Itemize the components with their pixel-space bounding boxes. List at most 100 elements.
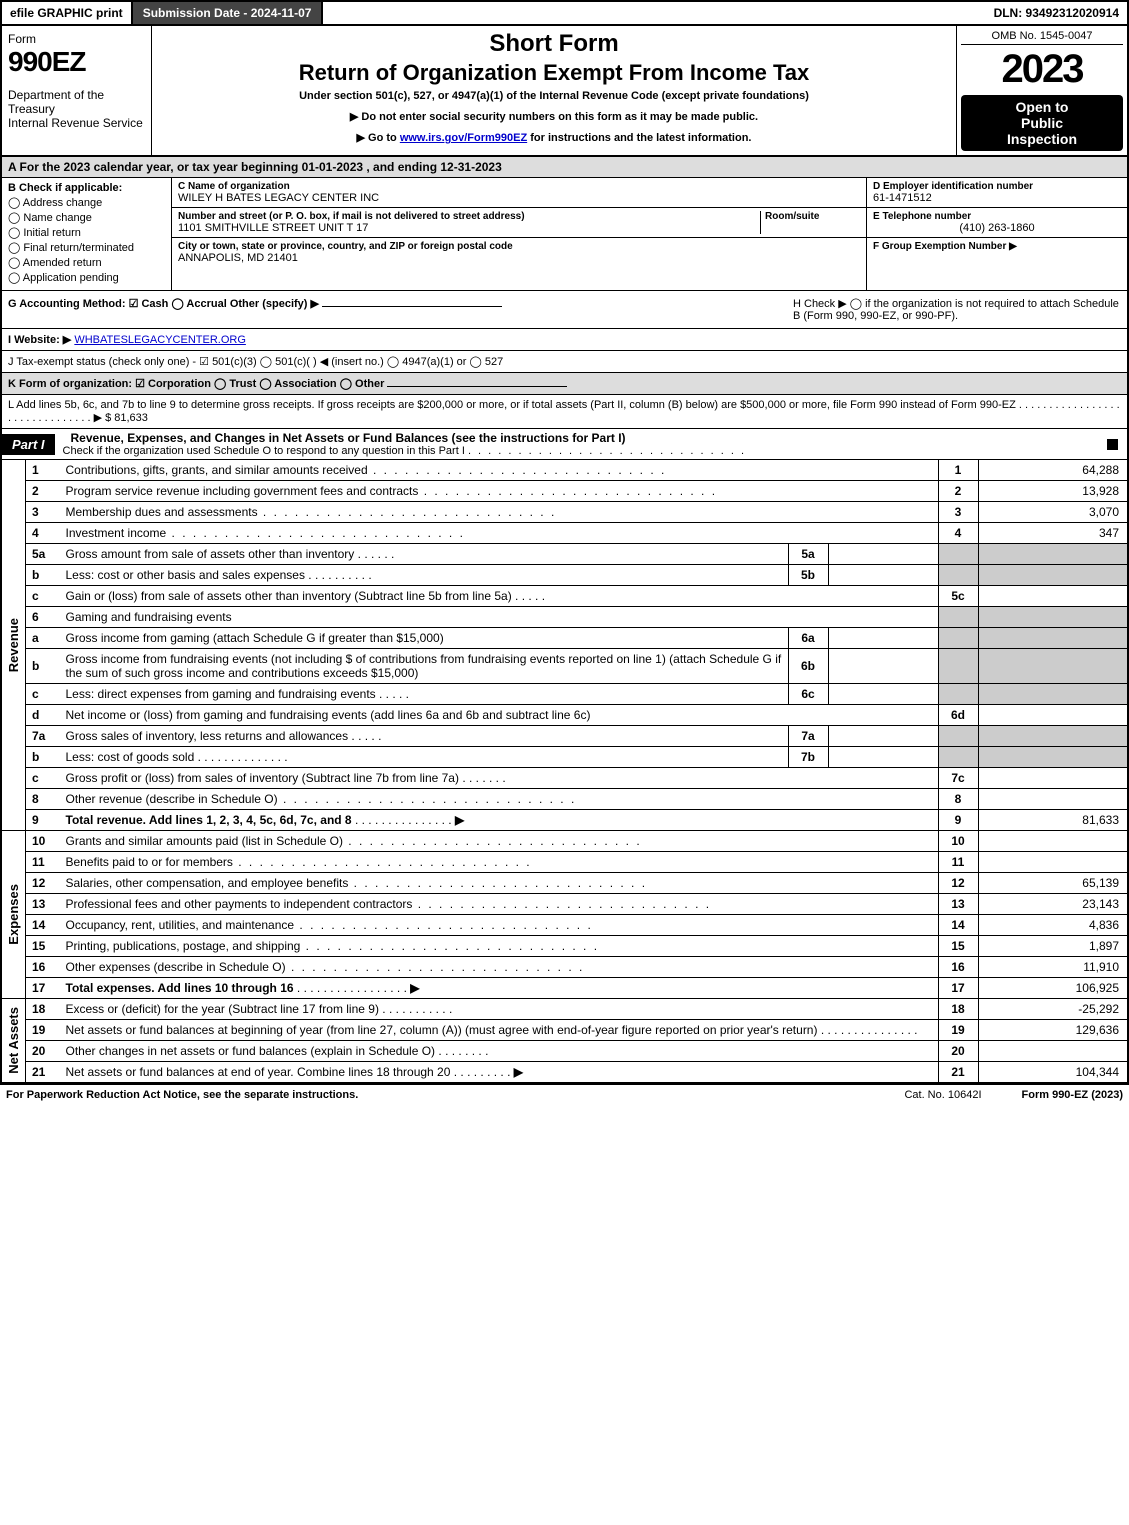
line-ref: 16: [938, 957, 978, 978]
line-6-row: 6 Gaming and fundraising events: [1, 607, 1128, 628]
part-1-header: Part I Revenue, Expenses, and Changes in…: [0, 429, 1129, 460]
line-8-row: 8 Other revenue (describe in Schedule O)…: [1, 789, 1128, 810]
mini-ref: 6a: [788, 628, 828, 649]
line-num: 21: [26, 1062, 62, 1084]
check-address-change[interactable]: ◯ Address change: [8, 196, 165, 209]
line-desc: Gross income from fundraising events (no…: [66, 652, 782, 680]
expenses-section-label: Expenses: [6, 884, 21, 945]
check-initial-return[interactable]: ◯ Initial return: [8, 226, 165, 239]
part-1-title: Revenue, Expenses, and Changes in Net As…: [63, 431, 1099, 445]
line-ref-shade: [938, 726, 978, 747]
street-label: Number and street (or P. O. box, if mail…: [178, 211, 760, 222]
line-ref: 10: [938, 831, 978, 852]
line-5c-row: c Gain or (loss) from sale of assets oth…: [1, 586, 1128, 607]
return-title: Return of Organization Exempt From Incom…: [156, 60, 952, 86]
line-7b-row: b Less: cost of goods sold . . . . . . .…: [1, 747, 1128, 768]
tax-year: 2023: [961, 49, 1123, 89]
line-ref: 20: [938, 1041, 978, 1062]
line-ref-shade: [938, 628, 978, 649]
check-name-change[interactable]: ◯ Name change: [8, 211, 165, 224]
line-num: 17: [26, 978, 62, 999]
line-desc: Net income or (loss) from gaming and fun…: [66, 708, 591, 722]
check-final-return[interactable]: ◯ Final return/terminated: [8, 241, 165, 254]
inspect-line2: Public: [963, 115, 1121, 131]
row-k-form-org: K Form of organization: ☑ Corporation ◯ …: [0, 373, 1129, 395]
line-desc: Gross sales of inventory, less returns a…: [66, 729, 349, 743]
line-amount: 129,636: [978, 1020, 1128, 1041]
mini-amount: [828, 747, 938, 768]
telephone-value: (410) 263-1860: [873, 222, 1121, 234]
line-desc: Program service revenue including govern…: [66, 484, 419, 498]
line-num: 9: [26, 810, 62, 831]
line-desc: Occupancy, rent, utilities, and maintena…: [66, 918, 295, 932]
line-amount-shade: [978, 565, 1128, 586]
accounting-method: G Accounting Method: ☑ Cash ◯ Accrual Ot…: [2, 291, 787, 328]
line-amount-shade: [978, 628, 1128, 649]
line-10-row: Expenses 10 Grants and similar amounts p…: [1, 831, 1128, 852]
row-a-tax-year: A For the 2023 calendar year, or tax yea…: [0, 157, 1129, 178]
line-desc: Membership dues and assessments: [66, 505, 258, 519]
line-amount: 64,288: [978, 460, 1128, 481]
line-16-row: 16 Other expenses (describe in Schedule …: [1, 957, 1128, 978]
check-label: Initial return: [23, 227, 80, 239]
line-amount: 1,897: [978, 936, 1128, 957]
line-num: b: [26, 649, 62, 684]
line-ref: 2: [938, 481, 978, 502]
mini-amount: [828, 628, 938, 649]
check-label: Application pending: [23, 272, 119, 284]
under-section-text: Under section 501(c), 527, or 4947(a)(1)…: [156, 90, 952, 102]
part-1-subtitle: Check if the organization used Schedule …: [63, 445, 1099, 457]
line-ref-shade: [938, 544, 978, 565]
line-18-row: Net Assets 18 Excess or (deficit) for th…: [1, 999, 1128, 1020]
line-num: 11: [26, 852, 62, 873]
line-num: 10: [26, 831, 62, 852]
line-num: c: [26, 768, 62, 789]
line-ref: 5c: [938, 586, 978, 607]
mini-amount: [828, 726, 938, 747]
line-amount: [978, 789, 1128, 810]
omb-number: OMB No. 1545-0047: [961, 30, 1123, 45]
line-num: 5a: [26, 544, 62, 565]
line-13-row: 13 Professional fees and other payments …: [1, 894, 1128, 915]
line-amount: 4,836: [978, 915, 1128, 936]
form-word: Form: [8, 32, 145, 46]
line-num: 2: [26, 481, 62, 502]
line-17-row: 17 Total expenses. Add lines 10 through …: [1, 978, 1128, 999]
line-1-row: Revenue 1 Contributions, gifts, grants, …: [1, 460, 1128, 481]
line-amount: [978, 831, 1128, 852]
line-ref: 9: [938, 810, 978, 831]
goto-suffix: for instructions and the latest informat…: [530, 132, 751, 144]
line-5a-row: 5a Gross amount from sale of assets othe…: [1, 544, 1128, 565]
line-desc: Net assets or fund balances at end of ye…: [66, 1065, 451, 1079]
header-center: Short Form Return of Organization Exempt…: [152, 26, 957, 155]
net-assets-section-label: Net Assets: [6, 1007, 21, 1074]
line-desc: Total revenue. Add lines 1, 2, 3, 4, 5c,…: [66, 813, 352, 827]
telephone-label: E Telephone number: [873, 211, 1121, 222]
website-link[interactable]: WHBATESLEGACYCENTER.ORG: [74, 334, 246, 346]
line-ref: 1: [938, 460, 978, 481]
line-ref: 17: [938, 978, 978, 999]
efile-print-label[interactable]: efile GRAPHIC print: [2, 2, 133, 24]
mini-amount: [828, 544, 938, 565]
line-ref-shade: [938, 607, 978, 628]
line-desc: Total expenses. Add lines 10 through 16: [66, 981, 294, 995]
catalog-number: Cat. No. 10642I: [904, 1089, 981, 1101]
check-amended-return[interactable]: ◯ Amended return: [8, 256, 165, 269]
check-application-pending[interactable]: ◯ Application pending: [8, 271, 165, 284]
line-desc: Less: direct expenses from gaming and fu…: [66, 687, 376, 701]
line-ref: 14: [938, 915, 978, 936]
department-label: Department of the Treasury Internal Reve…: [8, 88, 145, 130]
line-desc: Gross profit or (loss) from sales of inv…: [66, 771, 459, 785]
line-amount: 81,633: [978, 810, 1128, 831]
street-value: 1101 SMITHVILLE STREET UNIT T 17: [178, 222, 760, 234]
irs-link[interactable]: www.irs.gov/Form990EZ: [400, 132, 527, 144]
row-g-text: G Accounting Method: ☑ Cash ◯ Accrual Ot…: [8, 298, 319, 310]
line-amount: [978, 1041, 1128, 1062]
header-right: OMB No. 1545-0047 2023 Open to Public In…: [957, 26, 1127, 155]
mini-ref: 5a: [788, 544, 828, 565]
part-1-checkbox[interactable]: [1107, 437, 1127, 451]
top-bar: efile GRAPHIC print Submission Date - 20…: [0, 0, 1129, 26]
line-3-row: 3 Membership dues and assessments 3 3,07…: [1, 502, 1128, 523]
form-number: 990EZ: [8, 46, 145, 78]
mini-ref: 7b: [788, 747, 828, 768]
